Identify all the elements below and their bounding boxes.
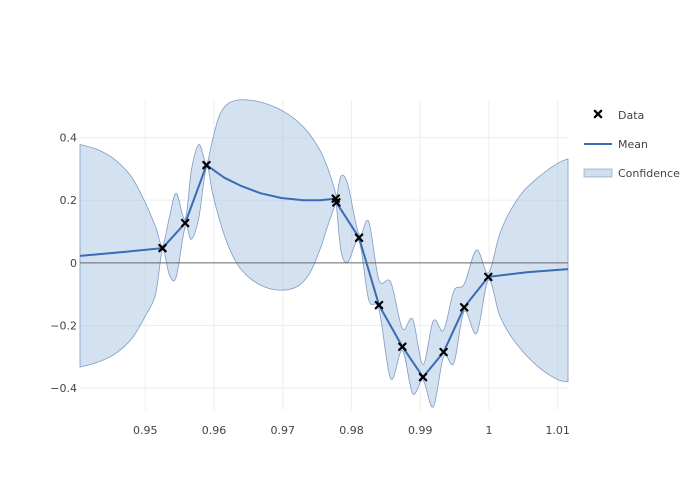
data-point (354, 233, 364, 243)
mean-line (79, 164, 569, 379)
data-point (202, 160, 211, 170)
legend-label-data: Data (618, 109, 644, 122)
data-point (398, 342, 407, 352)
data-point (418, 372, 428, 382)
y-tick-label: −0.4 (50, 382, 77, 395)
data-point (180, 218, 190, 228)
y-tick-label: 0.2 (60, 194, 78, 207)
data-point (483, 272, 493, 282)
legend-label-confidence: Confidence (618, 167, 680, 180)
legend-item-confidence[interactable]: Confidence (583, 167, 680, 180)
data-marker-layer (158, 160, 493, 382)
legend-x-marker (593, 109, 603, 119)
x-tick-label: 0.95 (133, 424, 158, 437)
data-point (158, 243, 167, 253)
y-tick-label: 0 (70, 257, 77, 270)
legend: Data Mean Confidence (583, 109, 680, 180)
legend-confidence-swatch-icon (583, 168, 613, 178)
data-point (374, 300, 384, 310)
x-tick-label: 0.98 (339, 424, 364, 437)
data-point (459, 302, 469, 312)
data-point (332, 198, 341, 207)
data-point (439, 347, 448, 357)
legend-data-x-marker-icon (593, 109, 603, 119)
x-axis: 0.95 0.96 0.97 0.98 0.99 1 1.01 (133, 424, 570, 437)
legend-label-mean: Mean (618, 138, 648, 151)
y-tick-label: −0.2 (50, 319, 77, 332)
mean-line-layer (79, 164, 569, 379)
x-tick-label: 0.99 (408, 424, 433, 437)
legend-item-mean[interactable]: Mean (584, 138, 648, 151)
x-tick-label: 0.97 (271, 424, 296, 437)
x-tick-label: 0.96 (202, 424, 227, 437)
plot-area (79, 99, 569, 410)
x-tick-label: 1 (485, 424, 492, 437)
y-tick-label: 0.4 (60, 132, 78, 145)
x-tick-label: 1.01 (545, 424, 570, 437)
y-axis: 0.4 0.2 0 −0.2 −0.4 (50, 132, 77, 396)
legend-item-data[interactable]: Data (593, 109, 644, 122)
